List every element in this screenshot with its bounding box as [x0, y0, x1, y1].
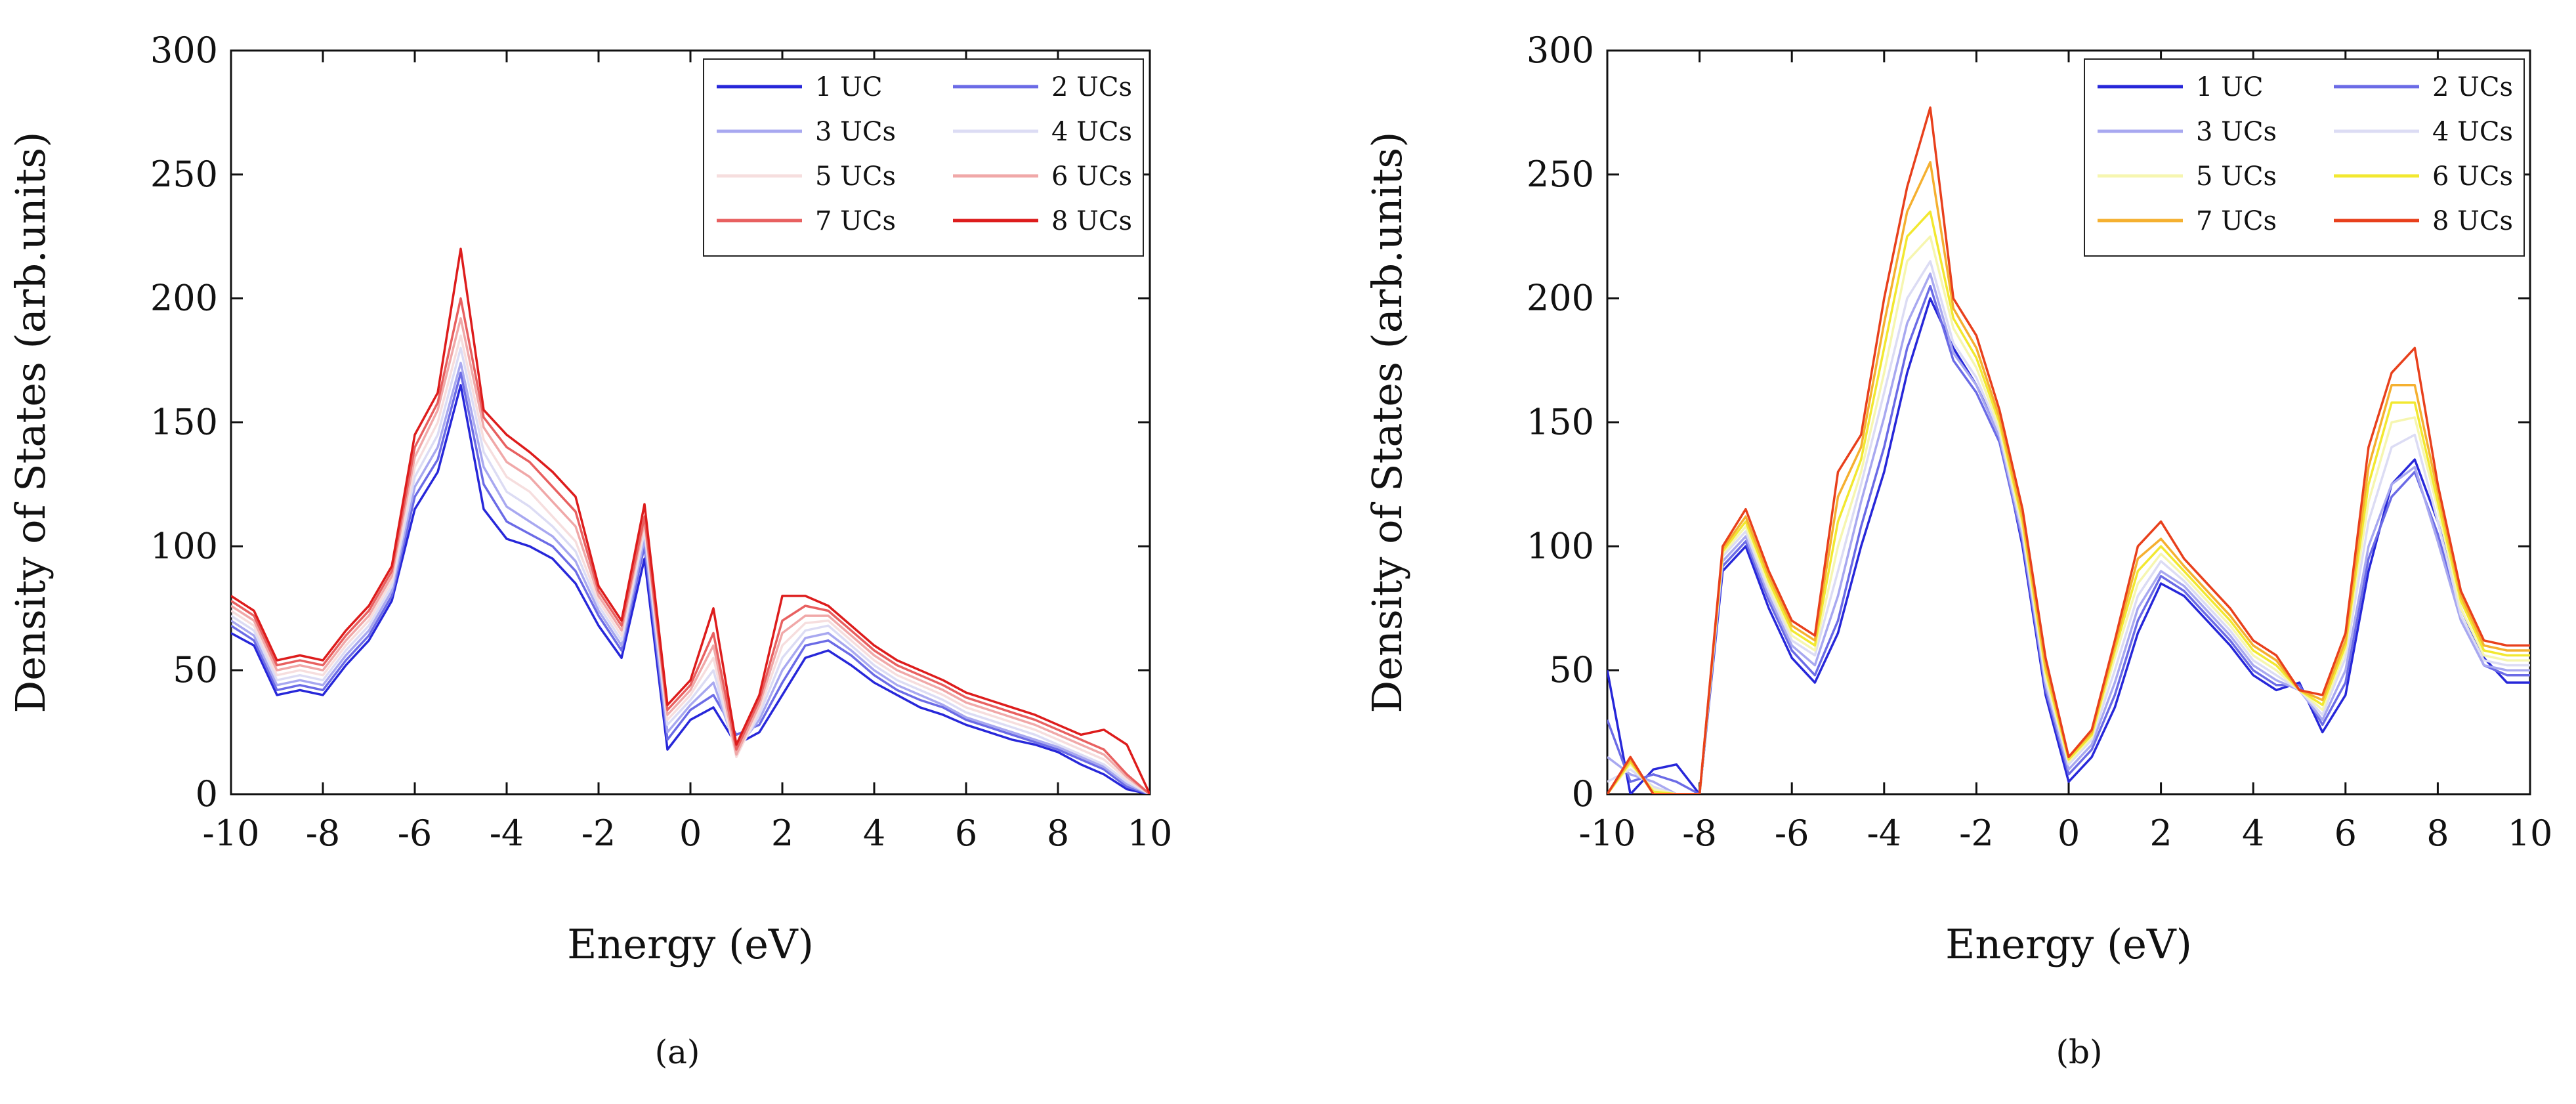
y-tick-label: 300	[1527, 30, 1594, 71]
x-tick-label: 6	[2334, 813, 2357, 854]
series-line-2-ucs	[1607, 285, 2530, 794]
x-tick-label: -8	[1682, 813, 1717, 854]
legend-label: 5 UCs	[2196, 161, 2277, 192]
x-tick-label: 0	[2058, 813, 2080, 854]
legend-label: 6 UCs	[1051, 161, 1132, 192]
series-group	[1607, 106, 2530, 794]
y-tick-label: 0	[196, 773, 218, 815]
panel-b: -10 -8 -6 -4 -2 0 2 4 6 8 10050100150200250300Ener…	[1363, 30, 2552, 1071]
legend-label: 7 UCs	[2196, 206, 2277, 236]
y-axis-title: Density of States (arb.units)	[1363, 132, 1411, 713]
legend-label: 3 UCs	[815, 117, 896, 147]
x-tick-label: 8	[1047, 813, 1069, 854]
legend-label: 7 UCs	[815, 206, 896, 236]
legend-label: 8 UCs	[2432, 206, 2513, 236]
series-line-8-ucs	[231, 247, 1150, 794]
x-tick-label: -4	[1867, 813, 1901, 854]
x-tick-label: 6	[955, 813, 977, 854]
legend-box	[2084, 58, 2525, 257]
panel-label: (a)	[655, 1033, 700, 1071]
x-tick-label: -6	[398, 813, 433, 854]
y-tick-label: 150	[1527, 402, 1594, 443]
x-tick-label: -4	[490, 813, 524, 854]
series-line-5-ucs	[1607, 235, 2530, 794]
legend-label: 5 UCs	[815, 161, 896, 192]
series-line-6-ucs	[1607, 210, 2530, 794]
legend-box	[703, 58, 1144, 257]
legend-label: 8 UCs	[1051, 206, 1132, 236]
panel-a: -10 -8 -6 -4 -2 0 2 4 6 8 10050100150200250300Ener…	[7, 30, 1172, 1071]
x-tick-label: -2	[1959, 813, 1994, 854]
x-tick-label: 0	[679, 813, 702, 854]
y-axis-title: Density of States (arb.units)	[7, 132, 54, 713]
legend: 1 UC 2 UCs 3 UCs 4 UCs 5 UCs 6 UCs 7 UCs 8 UCs	[2084, 58, 2525, 257]
y-tick-label: 300	[150, 30, 218, 71]
y-tick-label: 50	[173, 649, 218, 690]
y-tick-label: 0	[1572, 773, 1594, 815]
x-tick-label: -2	[581, 813, 616, 854]
legend-label: 4 UCs	[2432, 117, 2513, 147]
series-line-8-ucs	[1607, 106, 2530, 794]
y-tick-label: 100	[150, 525, 218, 566]
x-axis-title: Energy (eV)	[567, 920, 814, 968]
series-line-4-ucs	[1607, 260, 2530, 794]
y-tick-label: 50	[1549, 649, 1594, 690]
y-tick-label: 250	[150, 154, 218, 195]
y-tick-label: 150	[150, 402, 218, 443]
legend-label: 2 UCs	[1051, 72, 1132, 102]
legend-label: 1 UC	[815, 72, 882, 102]
series-line-5-ucs	[231, 334, 1150, 794]
legend-label: 3 UCs	[2196, 117, 2277, 147]
series-group	[231, 247, 1150, 794]
legend-label: 6 UCs	[2432, 161, 2513, 192]
x-tick-label: 4	[2242, 813, 2264, 854]
x-tick-label: 8	[2426, 813, 2449, 854]
series-line-2-ucs	[231, 372, 1150, 794]
x-tick-label: -8	[306, 813, 341, 854]
x-tick-label: 2	[2149, 813, 2172, 854]
y-tick-label: 200	[1527, 278, 1594, 319]
x-tick-label: 4	[863, 813, 885, 854]
y-tick-label: 250	[1527, 154, 1594, 195]
x-tick-label: 10	[1128, 813, 1173, 854]
legend-label: 2 UCs	[2432, 72, 2513, 102]
series-line-3-ucs	[1607, 272, 2530, 794]
series-line-6-ucs	[231, 317, 1150, 794]
x-tick-label: -10	[203, 813, 260, 854]
series-line-1-uc	[231, 384, 1150, 794]
y-tick-label: 100	[1527, 525, 1594, 566]
legend-label: 4 UCs	[1051, 117, 1132, 147]
x-axis-title: Energy (eV)	[1945, 920, 2192, 968]
series-line-3-ucs	[231, 362, 1150, 794]
series-line-1-uc	[1607, 297, 2530, 794]
legend-label: 1 UC	[2196, 72, 2263, 102]
series-line-4-ucs	[231, 347, 1150, 794]
panel-label: (b)	[2056, 1033, 2102, 1071]
x-tick-label: 2	[771, 813, 793, 854]
series-line-7-ucs	[231, 297, 1150, 794]
x-tick-label: -10	[1579, 813, 1636, 854]
series-line-7-ucs	[1607, 161, 2530, 794]
x-tick-label: 10	[2508, 813, 2553, 854]
x-tick-label: -6	[1775, 813, 1809, 854]
legend: 1 UC 2 UCs 3 UCs 4 UCs 5 UCs 6 UCs 7 UCs 8 UCs	[703, 58, 1144, 257]
y-tick-label: 200	[150, 278, 218, 319]
